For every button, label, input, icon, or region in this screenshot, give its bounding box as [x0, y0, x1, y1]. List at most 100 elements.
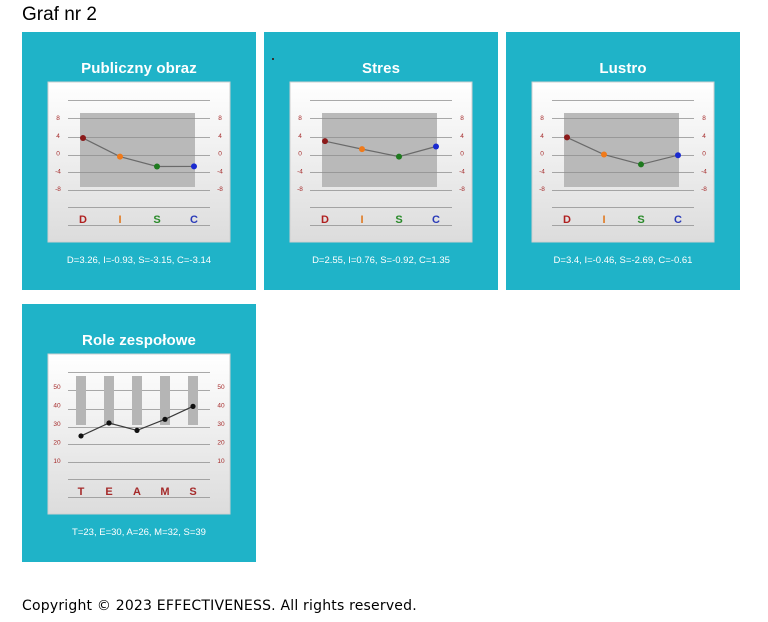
x-tick-label-m: M — [160, 486, 169, 498]
x-tick-label-d: D — [563, 214, 571, 226]
y-tick-label-right: 4 — [702, 133, 706, 140]
x-tick-label-c: C — [190, 214, 198, 226]
data-point-i — [117, 153, 123, 160]
series-line — [324, 140, 437, 158]
x-tick-label-t: T — [78, 486, 85, 498]
copyright-text: Copyright © 2023 EFFECTIVENESS. All righ… — [22, 598, 417, 614]
y-tick-label-right: -8 — [701, 186, 707, 193]
data-point-i — [359, 146, 365, 153]
y-tick-label-left: -4 — [539, 168, 545, 175]
y-tick-label-left: 0 — [540, 151, 544, 158]
y-tick-label-right: 40 — [217, 403, 225, 410]
y-tick-label-right: 0 — [702, 151, 706, 158]
chart-caption: D=2.55, I=0.76, S=-0.92, C=1.35 — [312, 255, 450, 266]
y-tick-label-right: 4 — [460, 133, 464, 140]
data-point-s — [154, 163, 160, 170]
y-tick-label-left: 0 — [56, 151, 60, 158]
chart-caption: T=23, E=30, A=26, M=32, S=39 — [72, 527, 206, 538]
x-tick-label-i: I — [360, 214, 363, 226]
data-point-c — [433, 143, 439, 150]
chart-card-lustro: Lustro 8 8 4 4 0 0 -4 -4 -8 -8 D I S C D=3.4, I=-0.46… — [506, 32, 740, 290]
data-point-a — [134, 427, 140, 433]
y-tick-label-right: -8 — [217, 186, 223, 193]
x-tick-label-s: S — [189, 486, 196, 498]
y-tick-label-right: 0 — [460, 151, 464, 158]
disc-chart-publiczny-obraz: 8 8 4 4 0 0 -4 -4 -8 -8 D I S C — [47, 81, 231, 243]
y-tick-label-left: 50 — [53, 384, 61, 391]
x-tick-label-s: S — [395, 214, 402, 226]
y-tick-label-left: 30 — [53, 421, 61, 428]
chart-card-role-zespolowe: Role zespołowe 50 50 40 40 30 30 20 20 10 10 T E A M S… — [22, 304, 256, 562]
y-tick-label-left: 8 — [56, 115, 60, 122]
chart-title: Stres — [361, 60, 401, 77]
chart-title: Role zespołowe — [82, 332, 196, 349]
x-tick-label-c: C — [432, 214, 440, 226]
data-point-s — [638, 161, 644, 168]
x-tick-label-e: E — [105, 486, 112, 498]
y-tick-label-right: 50 — [217, 384, 225, 391]
y-tick-label-right: -8 — [459, 186, 465, 193]
data-point-i — [601, 151, 607, 158]
data-point-s — [190, 403, 196, 409]
teams-chart-role-zespolowe: 50 50 40 40 30 30 20 20 10 10 T E A M S — [47, 353, 231, 515]
data-point-e — [106, 420, 112, 426]
data-point-m — [162, 416, 168, 422]
y-tick-label-left: 8 — [298, 115, 302, 122]
disc-chart-lustro: 8 8 4 4 0 0 -4 -4 -8 -8 D I S C — [531, 81, 715, 243]
chart-card-publiczny-obraz: Publiczny obraz 8 8 4 4 0 0 -4 -4 -8 -8 D I S C D=3.2… — [22, 32, 256, 290]
data-point-s — [396, 153, 402, 160]
data-point-c — [675, 152, 681, 159]
y-tick-label-right: -4 — [217, 168, 223, 175]
page-heading: Graf nr 2 — [22, 4, 97, 25]
y-tick-label-left: -8 — [539, 186, 545, 193]
x-tick-label-d: D — [321, 214, 329, 226]
x-tick-label-i: I — [602, 214, 605, 226]
range-bar-a — [132, 376, 142, 425]
data-point-d — [80, 135, 86, 142]
y-tick-label-right: 4 — [218, 133, 222, 140]
y-tick-label-left: 4 — [56, 133, 60, 140]
y-tick-label-right: -4 — [701, 168, 707, 175]
y-tick-label-left: 8 — [540, 115, 544, 122]
y-tick-label-right: 10 — [217, 458, 225, 465]
y-tick-label-left: 20 — [53, 440, 61, 447]
y-tick-label-right: 30 — [217, 421, 225, 428]
y-tick-label-left: -4 — [297, 168, 303, 175]
y-tick-label-right: 8 — [218, 115, 222, 122]
x-tick-label-i: I — [118, 214, 121, 226]
x-tick-label-s: S — [153, 214, 160, 226]
y-tick-label-left: -4 — [55, 168, 61, 175]
y-tick-label-right: 8 — [460, 115, 464, 122]
disc-chart-stres: 8 8 4 4 0 0 -4 -4 -8 -8 D I S C — [289, 81, 473, 243]
y-tick-label-left: 4 — [298, 133, 302, 140]
stray-dot — [272, 58, 274, 60]
range-bar-m — [160, 376, 170, 425]
data-point-t — [78, 433, 84, 439]
data-point-d — [322, 138, 328, 145]
series-line — [82, 137, 195, 168]
range-bar-e — [104, 376, 114, 425]
y-tick-label-right: 0 — [218, 151, 222, 158]
x-tick-label-c: C — [674, 214, 682, 226]
chart-title: Lustro — [599, 60, 647, 77]
data-point-d — [564, 134, 570, 141]
y-tick-label-left: 10 — [53, 458, 61, 465]
y-tick-label-right: 8 — [702, 115, 706, 122]
chart-title: Publiczny obraz — [81, 60, 197, 77]
data-point-c — [191, 163, 197, 170]
y-tick-label-left: 0 — [298, 151, 302, 158]
x-tick-label-s: S — [637, 214, 644, 226]
range-bar-s — [188, 376, 198, 425]
x-tick-label-d: D — [79, 214, 87, 226]
chart-caption: D=3.4, I=-0.46, S=-2.69, C=-0.61 — [553, 255, 693, 266]
chart-caption: D=3.26, I=-0.93, S=-3.15, C=-3.14 — [66, 255, 212, 266]
x-tick-label-a: A — [133, 486, 141, 498]
plot-area-shade — [80, 113, 195, 187]
series-line — [566, 136, 679, 166]
plot-area-shade — [564, 113, 679, 187]
plot-area-shade — [322, 113, 437, 187]
y-tick-label-left: 40 — [53, 403, 61, 410]
y-tick-label-left: -8 — [55, 186, 61, 193]
range-bar-t — [76, 376, 86, 425]
y-tick-label-left: 4 — [540, 133, 544, 140]
